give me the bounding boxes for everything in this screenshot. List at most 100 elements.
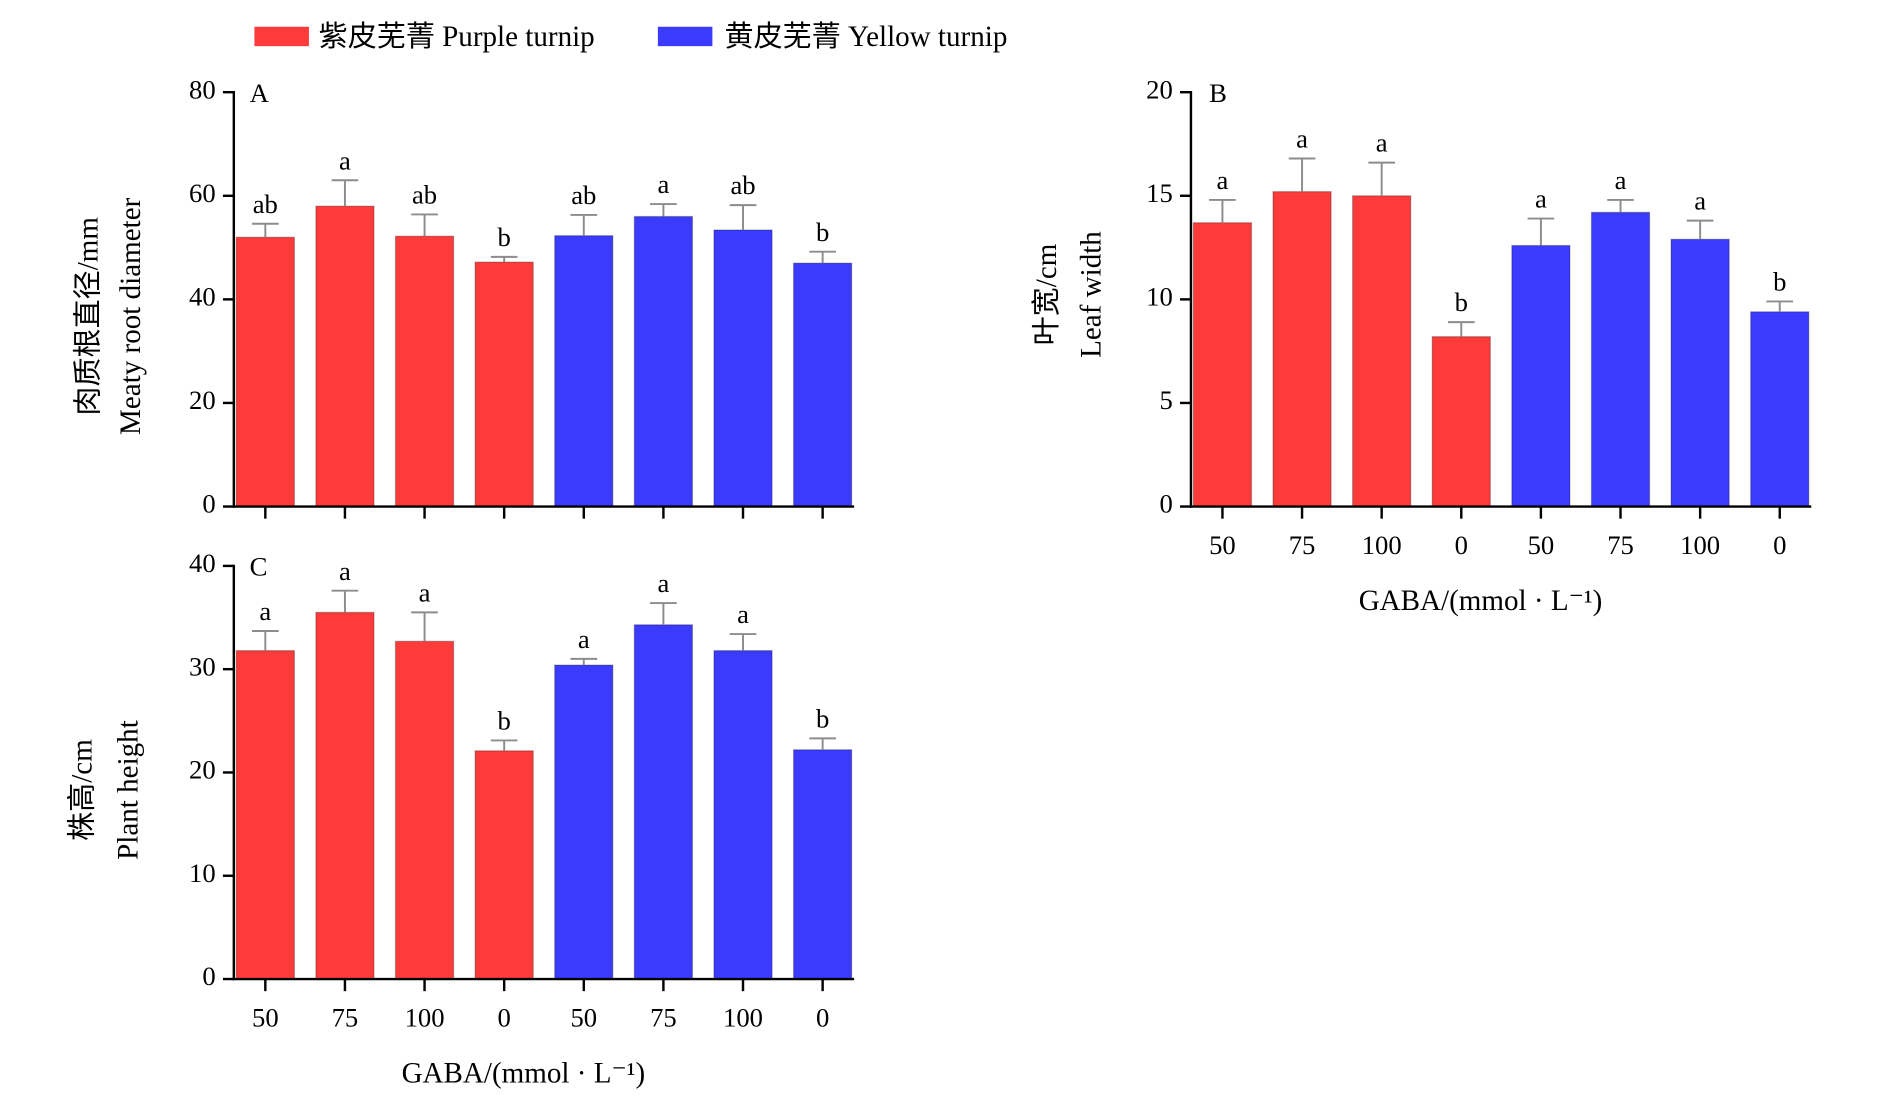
bar-8 [1750,311,1810,508]
significance-letter-5: ab [571,180,596,210]
y-axis-title: 肉质根直径/mm [72,217,105,416]
y-tick-label: 40 [189,548,216,578]
bar-3 [1351,195,1412,508]
significance-letter-8: b [816,217,829,247]
bar-4 [474,750,534,980]
bar-6 [633,215,694,508]
significance-letter-1: ab [253,189,278,219]
bar-1 [1192,222,1253,508]
x-tick-label: 100 [1362,530,1402,560]
significance-letter-5: a [578,624,590,654]
x-tick-label: 50 [570,1002,597,1032]
y-tick-label: 10 [1146,281,1173,311]
panel-label: A [250,78,270,108]
y-axis-title: Meaty root diameter [115,197,147,435]
significance-letter-3: a [1376,128,1388,158]
significance-letter-1: a [259,596,271,626]
bar-6 [633,624,694,980]
x-tick-label: 75 [1289,530,1316,560]
x-tick-label: 75 [650,1002,677,1032]
legend-label-yellow-turnip: 黄皮芜菁 Yellow turnip [725,20,1008,53]
bar-7 [713,649,773,980]
significance-letter-4: b [1455,287,1468,317]
significance-letter-1: a [1217,165,1229,195]
x-axis-title: GABA/(mmol · L⁻¹) [402,1058,646,1090]
significance-letter-2: a [1296,124,1308,154]
panel-c: a a a b a a a b 0 10 20 30 40 50 75 100 0 50 75 100 0 株高/cm Pl… [65,548,855,1090]
y-tick-label: 5 [1159,385,1172,415]
significance-letter-7: ab [730,170,755,200]
y-tick-label: 0 [1159,489,1172,519]
panel-a: ab a ab b ab a ab b 0 20 40 60 80 肉质根直径/mm Meaty root … [72,74,855,519]
y-tick-label: 0 [202,961,215,991]
legend: 紫皮芜菁 Purple turnip 黄皮芜菁 Yellow turnip [254,20,1007,53]
legend-label-purple-turnip: 紫皮芜菁 Purple turnip [319,20,595,53]
legend-swatch-purple-turnip [254,26,309,47]
bar-4 [1431,336,1491,508]
bar-1 [235,649,296,980]
bar-7 [713,229,773,508]
bar-4 [474,261,534,508]
bar-2 [315,205,375,508]
significance-letter-4: b [498,706,511,736]
bar-2 [315,611,375,980]
bar-2 [1272,191,1332,508]
x-tick-label: 0 [1773,530,1786,560]
bar-6 [1590,211,1651,508]
y-tick-label: 15 [1146,178,1173,208]
x-tick-label: 100 [405,1002,445,1032]
significance-letter-7: a [737,599,749,629]
panel-label: C [250,552,268,582]
significance-letter-6: a [1615,165,1627,195]
x-tick-label: 50 [252,1002,279,1032]
y-tick-label: 20 [189,385,216,415]
y-tick-label: 80 [189,74,216,104]
significance-letter-7: a [1694,186,1706,216]
y-tick-label: 20 [189,755,216,785]
significance-letter-2: a [339,145,351,175]
panel-label: B [1209,78,1227,108]
significance-letter-4: b [498,222,511,252]
x-tick-label: 75 [1607,530,1634,560]
x-tick-label: 100 [723,1002,763,1032]
x-tick-label: 50 [1528,530,1555,560]
y-tick-label: 60 [189,178,216,208]
bar-5 [554,235,614,508]
y-tick-label: 40 [189,281,216,311]
bar-5 [1511,244,1571,508]
significance-letter-8: b [816,703,829,733]
legend-swatch-yellow-turnip [657,26,713,47]
y-axis-title: Leaf width [1076,231,1108,358]
bar-1 [235,236,296,508]
bar-8 [792,749,853,980]
x-tick-label: 0 [816,1002,829,1032]
significance-letter-8: b [1773,267,1786,297]
significance-letter-6: a [657,169,669,199]
x-tick-label: 100 [1680,530,1720,560]
bar-7 [1670,238,1730,508]
x-tick-label: 0 [498,1002,511,1032]
x-tick-label: 75 [332,1002,359,1032]
significance-letter-2: a [339,556,351,586]
significance-letter-5: a [1535,184,1547,214]
y-tick-label: 30 [189,651,216,681]
y-tick-label: 0 [202,489,215,519]
y-axis-title: 叶宽/cm [1030,243,1063,345]
bar-3 [394,640,455,980]
bar-3 [394,235,455,508]
significance-letter-3: a [419,577,431,607]
bar-8 [792,262,853,508]
x-tick-label: 50 [1209,530,1236,560]
y-axis-title: 株高/cm [65,739,98,841]
x-axis-title: GABA/(mmol · L⁻¹) [1359,585,1603,617]
significance-letter-6: a [657,568,669,598]
panel-b: a a a b a a a b 0 5 10 15 20 50 75 100 0 50 75 100 0 叶宽/cm Lea… [1030,74,1812,617]
y-tick-label: 10 [189,858,216,888]
y-axis-title: Plant height [113,720,145,860]
y-tick-label: 20 [1146,74,1173,104]
x-tick-label: 0 [1455,530,1468,560]
significance-letter-3: ab [412,180,437,210]
bar-5 [554,664,614,980]
